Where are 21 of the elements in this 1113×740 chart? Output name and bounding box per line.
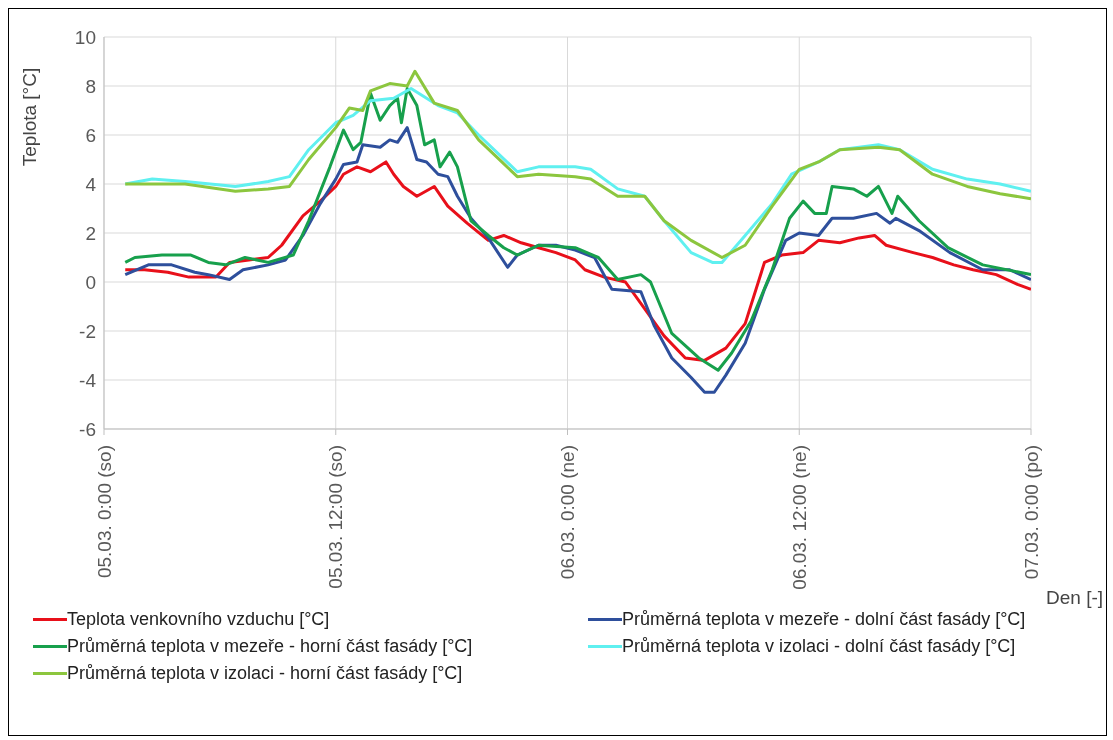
y-tick-label: 4 — [85, 173, 97, 195]
y-tick-label: -2 — [79, 320, 96, 342]
x-axis-title: Den [-] — [1046, 587, 1104, 609]
x-tick-label: 06.03. 0:00 (ne) — [557, 445, 578, 580]
y-tick-label: 10 — [74, 26, 96, 48]
y-tick-label: 6 — [85, 124, 96, 146]
y-tick-label: 2 — [85, 222, 96, 244]
legend-label: Průměrná teplota v izolaci - horní část fasády [°C] — [67, 663, 463, 684]
legend-label: Teplota venkovního vzduchu [°C] — [67, 609, 330, 630]
y-axis-title: Teplota [°C] — [19, 67, 41, 167]
x-tick-label: 07.03. 0:00 (po) — [1020, 445, 1042, 580]
legend-label: Průměrná teplota v mezeře - dolní část fasády [°C] — [622, 609, 1026, 630]
x-tick-label: 05.03. 12:00 (so) — [325, 445, 347, 589]
y-tick-label: -4 — [79, 369, 97, 391]
y-tick-label: 8 — [85, 75, 96, 97]
y-tick-label: -6 — [79, 418, 96, 440]
x-tick-label: 05.03. 0:00 (so) — [93, 445, 115, 579]
y-tick-label: 0 — [85, 271, 96, 293]
x-tick-label: 06.03. 12:00 (ne) — [788, 445, 810, 590]
legend-label: Průměrná teplota v izolaci - dolní část fasády [°C] — [622, 636, 1016, 657]
legend-label: Průměrná teplota v mezeře - horní část fasády [°C] — [67, 636, 473, 657]
